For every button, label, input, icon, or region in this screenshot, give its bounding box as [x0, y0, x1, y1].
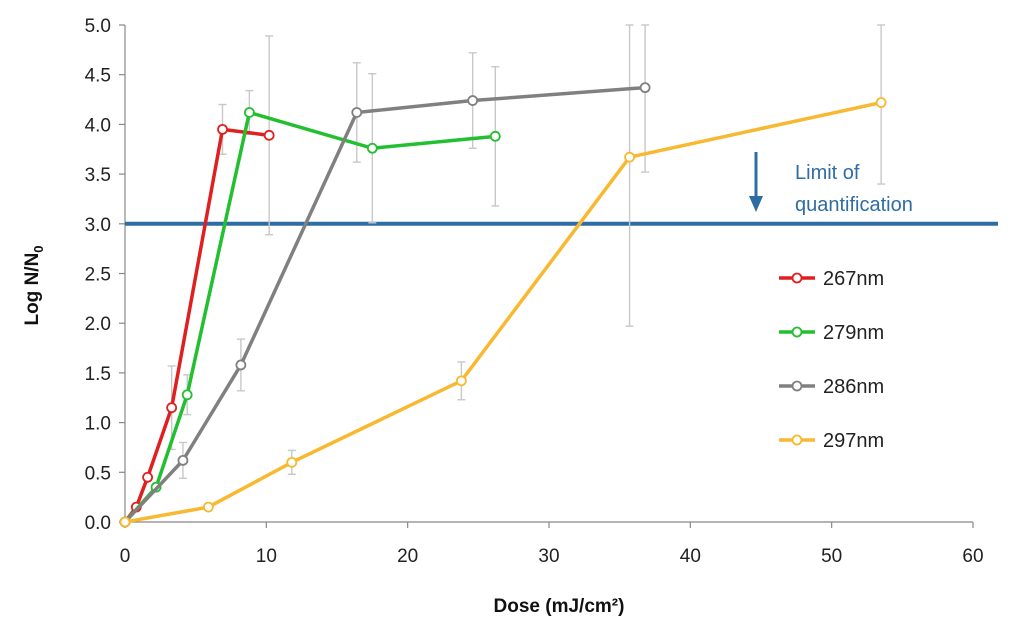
data-point-279nm	[243, 107, 255, 118]
limit-of-quantification: Limit of quantification	[125, 152, 998, 226]
y-tick-label: 3.5	[85, 165, 111, 186]
y-tick-label: 0.0	[85, 513, 111, 534]
axes: 0.0 0.5 1.0 1.5 2.0 2.5 3.0 3.5 4.0 4.5 5.0 0 10 20 30…	[85, 16, 984, 567]
data-point-297nm	[119, 516, 131, 528]
data-point-297nm	[202, 501, 214, 513]
legend-marker-297nm	[791, 434, 803, 446]
series-line-297nm	[124, 100, 882, 524]
x-tick-label: 0	[120, 546, 131, 567]
y-tick-label: 1.0	[85, 414, 111, 435]
y-axis-title: Log N/N0	[22, 245, 46, 325]
data-point-267nm	[166, 402, 178, 414]
legend-marker-279nm	[791, 326, 803, 338]
legend-label-267nm: 267nm	[823, 268, 884, 290]
y-axis-title-subscript: 0	[31, 245, 46, 252]
x-tick-label: 50	[821, 546, 842, 567]
data-point-286nm	[235, 359, 247, 371]
x-tick-label: 10	[256, 546, 277, 567]
data-point-286nm	[639, 82, 651, 94]
data-point-297nm	[875, 97, 887, 108]
legend-label-297nm: 297nm	[823, 430, 884, 452]
data-point-279nm	[489, 130, 501, 142]
x-tick-label: 30	[538, 546, 559, 567]
legend-marker-267nm	[791, 272, 803, 284]
data-point-267nm	[217, 123, 228, 135]
y-tick-label: 2.0	[85, 314, 111, 335]
data-point-267nm	[263, 129, 275, 141]
legend-marker-286nm	[791, 380, 803, 392]
y-tick-label: 4.5	[85, 66, 111, 87]
legend-label-286nm: 286nm	[823, 376, 884, 398]
series-lines	[119, 82, 887, 528]
x-tick-label: 40	[680, 546, 701, 567]
down-arrow-icon	[749, 196, 763, 212]
x-axis-title: Dose (mJ/cm²)	[494, 596, 625, 617]
data-point-286nm	[177, 454, 189, 466]
data-point-267nm	[142, 471, 154, 483]
y-tick-label: 2.5	[85, 265, 111, 286]
y-tick-label: 1.5	[85, 364, 111, 385]
y-tick-label: 4.0	[85, 115, 111, 136]
error-bars	[167, 24, 886, 479]
data-point-297nm	[455, 375, 467, 387]
limit-label-line2: quantification	[795, 194, 913, 216]
y-axis-title-main: Log N/N	[22, 253, 43, 326]
legend: 267nm 279nm 286nm 297nm	[779, 268, 884, 452]
x-tick-label: 60	[962, 546, 983, 567]
data-point-279nm	[366, 142, 378, 154]
data-point-297nm	[624, 151, 635, 163]
legend-label-279nm: 279nm	[823, 322, 884, 344]
series-line-267nm	[123, 127, 270, 524]
x-tick-label: 20	[397, 546, 418, 567]
limit-label-line1: Limit of	[795, 162, 860, 184]
data-point-286nm	[351, 107, 363, 118]
data-point-286nm	[467, 95, 479, 106]
data-point-297nm	[286, 456, 298, 468]
y-tick-label: 3.0	[85, 215, 111, 236]
y-tick-label: 0.5	[85, 463, 111, 484]
series-line-286nm	[123, 85, 646, 524]
data-point-279nm	[181, 389, 193, 401]
y-tick-label: 5.0	[85, 16, 111, 37]
